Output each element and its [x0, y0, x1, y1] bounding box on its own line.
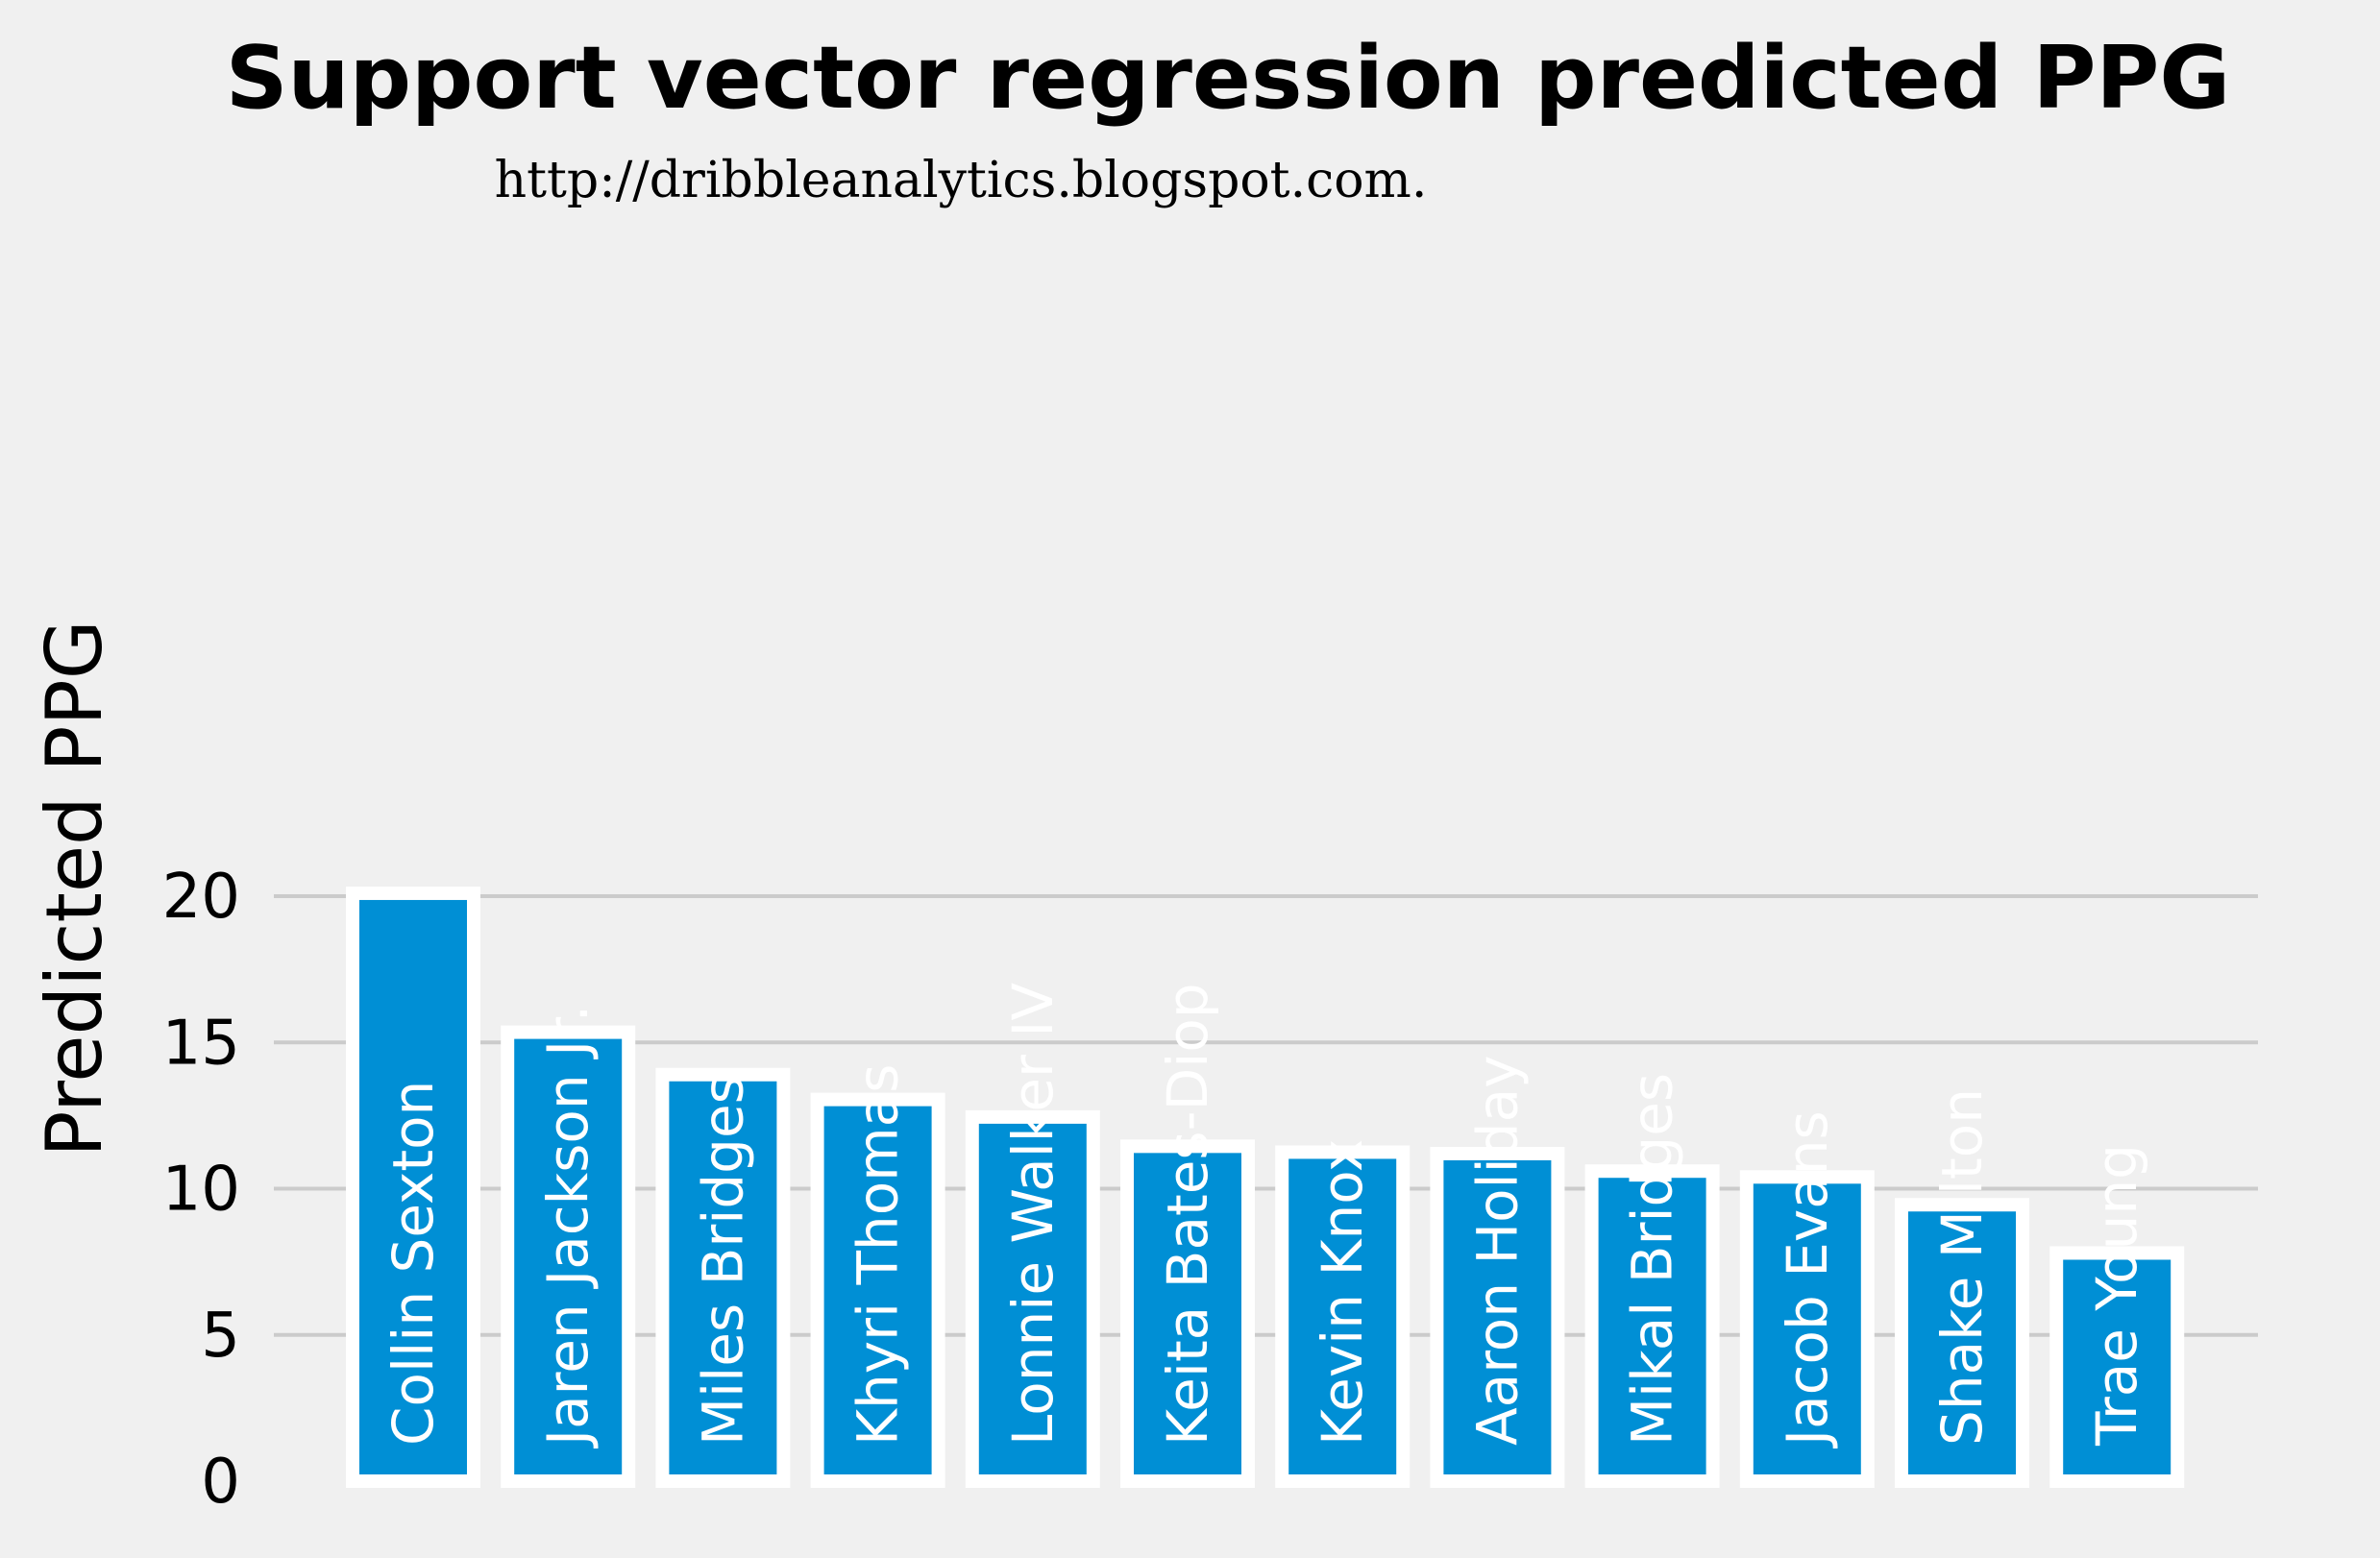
bar-label: Lonnie Walker IV	[1000, 983, 1066, 1446]
bar-label: Keita Bates-Diop	[1155, 983, 1220, 1446]
bar-labels: Collin Sexton Jaren Jackson Jr. Miles Brid…	[380, 983, 2149, 1448]
y-tick-label: 5	[201, 1301, 240, 1372]
y-axis-ticks: 0 5 10 15 20	[162, 862, 240, 1518]
bar	[1895, 1198, 2029, 1489]
chart-title: Support vector regression predicted PPG	[226, 28, 2231, 129]
bar	[655, 1067, 791, 1488]
bar-label: Shake Milton	[1929, 1088, 1995, 1446]
bar-label: Jaren Jackson Jr.	[535, 1005, 601, 1448]
bar	[346, 886, 480, 1488]
bar	[501, 1025, 636, 1489]
bar-label: Collin Sexton	[380, 1081, 446, 1446]
bar-label: Miles Bridges	[690, 1075, 755, 1446]
y-tick-label: 15	[162, 1008, 240, 1079]
y-tick-label: 20	[162, 862, 240, 933]
bar-label: Khyri Thomas	[846, 1064, 911, 1446]
bar	[1430, 1146, 1565, 1488]
bars	[346, 886, 2185, 1489]
y-axis-label: Predicted PPG	[30, 620, 119, 1156]
chart-subtitle: http://dribbleanalytics.blogspot.com.	[495, 152, 1428, 209]
bar	[810, 1092, 945, 1488]
bar	[1275, 1145, 1411, 1488]
bar	[2049, 1246, 2185, 1488]
bar	[1739, 1170, 1875, 1488]
bar	[965, 1109, 1100, 1488]
bar-label: Trae Young	[2084, 1144, 2149, 1447]
bar-label: Aaron Holiday	[1464, 1056, 1530, 1446]
bar	[1584, 1164, 1720, 1488]
bar	[1120, 1139, 1255, 1489]
bar-label: Jacob Evans	[1775, 1110, 1840, 1448]
bar-label: Kevin Knox	[1310, 1139, 1375, 1446]
y-tick-label: 0	[201, 1447, 240, 1518]
y-tick-label: 10	[162, 1155, 240, 1226]
bar-label: Mikal Bridges	[1620, 1073, 1685, 1446]
